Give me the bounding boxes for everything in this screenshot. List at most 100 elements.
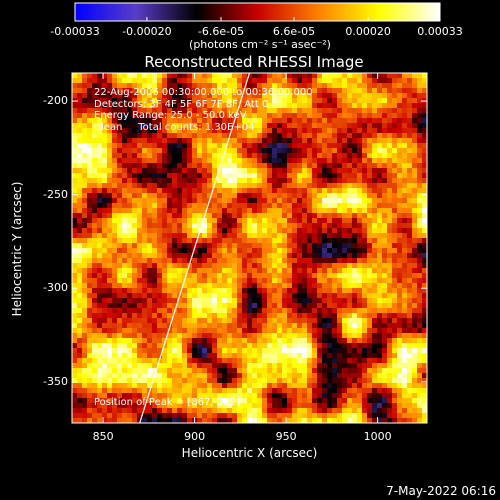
heatmap-cell bbox=[272, 308, 277, 313]
heatmap-cell bbox=[377, 293, 382, 298]
heatmap-cell bbox=[212, 143, 217, 148]
heatmap-cell bbox=[117, 193, 122, 198]
heatmap-cell bbox=[267, 188, 272, 193]
heatmap-cell bbox=[162, 153, 167, 158]
heatmap-cell bbox=[322, 73, 327, 78]
heatmap-cell bbox=[147, 373, 152, 378]
heatmap-cell bbox=[187, 308, 192, 313]
heatmap-cell bbox=[272, 393, 277, 398]
heatmap-cell bbox=[217, 328, 222, 333]
heatmap-cell bbox=[257, 238, 262, 243]
heatmap-cell bbox=[422, 323, 427, 328]
heatmap-cell bbox=[97, 403, 102, 408]
heatmap-cell bbox=[72, 348, 77, 353]
heatmap-cell bbox=[107, 363, 112, 368]
heatmap-cell bbox=[237, 418, 242, 423]
heatmap-cell bbox=[412, 123, 417, 128]
heatmap-cell bbox=[302, 348, 307, 353]
heatmap-cell bbox=[242, 273, 247, 278]
heatmap-cell bbox=[262, 178, 267, 183]
heatmap-cell bbox=[92, 128, 97, 133]
heatmap-cell bbox=[422, 348, 427, 353]
heatmap-cell bbox=[362, 173, 367, 178]
heatmap-cell bbox=[362, 213, 367, 218]
heatmap-cell bbox=[327, 313, 332, 318]
heatmap-cell bbox=[347, 248, 352, 253]
heatmap-cell bbox=[322, 158, 327, 163]
heatmap-cell bbox=[417, 278, 422, 283]
heatmap-cell bbox=[357, 393, 362, 398]
heatmap-cell bbox=[372, 398, 377, 403]
heatmap-cell bbox=[417, 318, 422, 323]
heatmap-cell bbox=[127, 318, 132, 323]
heatmap-cell bbox=[387, 258, 392, 263]
heatmap-cell bbox=[402, 188, 407, 193]
heatmap-cell bbox=[92, 123, 97, 128]
heatmap-cell bbox=[252, 318, 257, 323]
heatmap-cell bbox=[87, 308, 92, 313]
heatmap-cell bbox=[332, 318, 337, 323]
heatmap-cell bbox=[117, 263, 122, 268]
heatmap-cell bbox=[172, 333, 177, 338]
heatmap-cell bbox=[182, 128, 187, 133]
heatmap-cell bbox=[252, 148, 257, 153]
heatmap-cell bbox=[122, 158, 127, 163]
heatmap-cell bbox=[182, 73, 187, 78]
heatmap-cell bbox=[277, 378, 282, 383]
heatmap-cell bbox=[312, 388, 317, 393]
heatmap-cell bbox=[92, 88, 97, 93]
heatmap-cell bbox=[117, 378, 122, 383]
heatmap-cell bbox=[387, 408, 392, 413]
heatmap-cell bbox=[302, 353, 307, 358]
heatmap-cell bbox=[207, 373, 212, 378]
heatmap-cell bbox=[257, 398, 262, 403]
heatmap-cell bbox=[82, 313, 87, 318]
heatmap-cell bbox=[112, 278, 117, 283]
heatmap-cell bbox=[187, 228, 192, 233]
heatmap-cell bbox=[282, 218, 287, 223]
heatmap-cell bbox=[187, 138, 192, 143]
heatmap-cell bbox=[182, 153, 187, 158]
heatmap-cell bbox=[87, 238, 92, 243]
heatmap-cell bbox=[262, 213, 267, 218]
heatmap-cell bbox=[197, 98, 202, 103]
heatmap-cell bbox=[92, 193, 97, 198]
heatmap-cell bbox=[302, 113, 307, 118]
heatmap-cell bbox=[297, 308, 302, 313]
heatmap-cell bbox=[142, 98, 147, 103]
heatmap-cell bbox=[192, 348, 197, 353]
heatmap-cell bbox=[212, 83, 217, 88]
heatmap-cell bbox=[97, 93, 102, 98]
heatmap-cell bbox=[407, 143, 412, 148]
heatmap-cell bbox=[207, 403, 212, 408]
heatmap-cell bbox=[247, 383, 252, 388]
heatmap-cell bbox=[227, 408, 232, 413]
heatmap-cell bbox=[172, 228, 177, 233]
heatmap-cell bbox=[247, 113, 252, 118]
heatmap-cell bbox=[182, 258, 187, 263]
heatmap-cell bbox=[107, 108, 112, 113]
heatmap-cell bbox=[92, 393, 97, 398]
heatmap-cell bbox=[307, 408, 312, 413]
heatmap-cell bbox=[402, 108, 407, 113]
heatmap-cell bbox=[72, 98, 77, 103]
heatmap-cell bbox=[117, 258, 122, 263]
heatmap-cell bbox=[72, 253, 77, 258]
heatmap-cell bbox=[377, 203, 382, 208]
heatmap-cell bbox=[237, 158, 242, 163]
heatmap-cell bbox=[322, 353, 327, 358]
heatmap-cell bbox=[417, 98, 422, 103]
heatmap-cell bbox=[232, 333, 237, 338]
heatmap-cell bbox=[317, 293, 322, 298]
heatmap-cell bbox=[117, 208, 122, 213]
heatmap-cell bbox=[282, 93, 287, 98]
heatmap-cell bbox=[272, 398, 277, 403]
heatmap-cell bbox=[372, 98, 377, 103]
heatmap-cell bbox=[92, 143, 97, 148]
heatmap-cell bbox=[97, 273, 102, 278]
heatmap-cell bbox=[307, 238, 312, 243]
heatmap-cell bbox=[377, 188, 382, 193]
heatmap-cell bbox=[387, 88, 392, 93]
heatmap-cell bbox=[82, 353, 87, 358]
heatmap-cell bbox=[177, 253, 182, 258]
